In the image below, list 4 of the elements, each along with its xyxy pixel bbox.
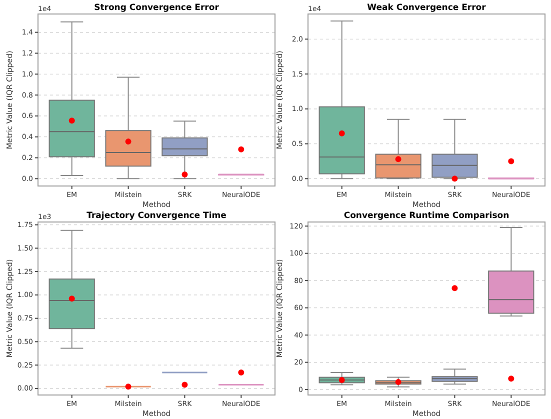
chart-title: Weak Convergence Error — [367, 3, 487, 13]
chart-title: Strong Convergence Error — [94, 3, 220, 13]
chart-title: Convergence Runtime Comparison — [344, 211, 510, 221]
chart-title: Trajectory Convergence Time — [86, 211, 227, 221]
